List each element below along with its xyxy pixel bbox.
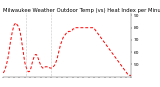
Text: Milwaukee Weather Outdoor Temp (vs) Heat Index per Minute (Last 24 Hours): Milwaukee Weather Outdoor Temp (vs) Heat… <box>3 8 160 13</box>
